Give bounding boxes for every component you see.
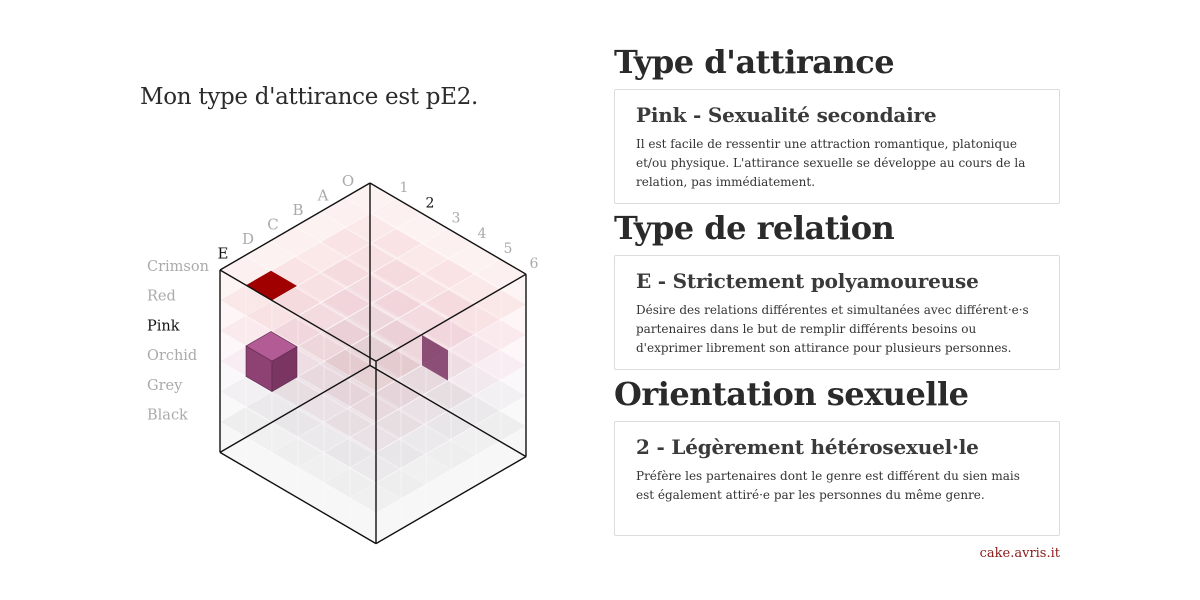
letter-axis-label: A (317, 186, 329, 204)
attraction-type-title: Pink - Sexualité secondaire (636, 103, 937, 127)
letter-axis-label: O (342, 172, 354, 190)
cube-edge (219, 269, 377, 362)
letter-axis-label: D (242, 230, 254, 248)
color-layer-label: Pink (147, 318, 180, 334)
number-axis-label: 6 (530, 256, 539, 272)
letter-axis-label: B (292, 201, 303, 219)
attraction-type-heading: Type d'attirance (614, 43, 895, 81)
cube-edge (219, 451, 377, 545)
selected-side-marker (422, 335, 448, 381)
number-axis-label: 2 (426, 195, 435, 211)
relation-type-title: E - Strictement polyamoureuse (636, 269, 979, 293)
color-layer-label: Grey (147, 378, 183, 394)
cube-edge (375, 273, 527, 362)
sexual-orientation-heading: Orientation sexuelle (614, 375, 969, 413)
number-axis-label: 1 (400, 180, 409, 196)
relation-type-heading: Type de relation (614, 209, 895, 247)
cube-edge (219, 364, 371, 454)
results-panel: Type d'attirance Pink - Sexualité second… (614, 42, 1060, 540)
color-layer-label: Red (147, 289, 176, 305)
number-axis-label: 3 (452, 211, 461, 227)
cube-edges (219, 182, 527, 545)
relation-type-card: E - Strictement polyamoureuse Désire des… (614, 255, 1060, 370)
number-axis-label: 4 (478, 226, 487, 242)
number-axis-label: 5 (504, 241, 513, 257)
letter-axis-label: E (218, 244, 229, 262)
sexual-orientation-card: 2 - Légèrement hétérosexuel·le Préfère l… (614, 421, 1060, 536)
color-layer-label: Orchid (147, 348, 197, 364)
sexual-orientation-description: Préfère les partenaires dont le genre es… (636, 469, 1020, 502)
relation-type-description: Désire des relations différentes et simu… (636, 303, 1029, 355)
cube-edge (369, 364, 527, 458)
letter-axis-label: C (267, 215, 278, 233)
color-layer-label: Crimson (147, 259, 209, 275)
attraction-type-description: Il est facile de ressentir une attractio… (636, 137, 1026, 189)
sexual-orientation-title: 2 - Légèrement hétérosexuel·le (636, 435, 979, 459)
color-layer-label: Black (147, 408, 188, 424)
selected-block-right (271, 346, 298, 393)
selected-top-marker (246, 270, 297, 301)
page-title: Mon type d'attirance est pE2. (140, 84, 479, 110)
cube-edge (375, 455, 527, 545)
site-link[interactable]: cake.avris.it (979, 546, 1060, 561)
cube-edge (369, 182, 527, 275)
attraction-type-card: Pink - Sexualité secondaire Il est facil… (614, 89, 1060, 204)
cube-edge (219, 182, 371, 271)
